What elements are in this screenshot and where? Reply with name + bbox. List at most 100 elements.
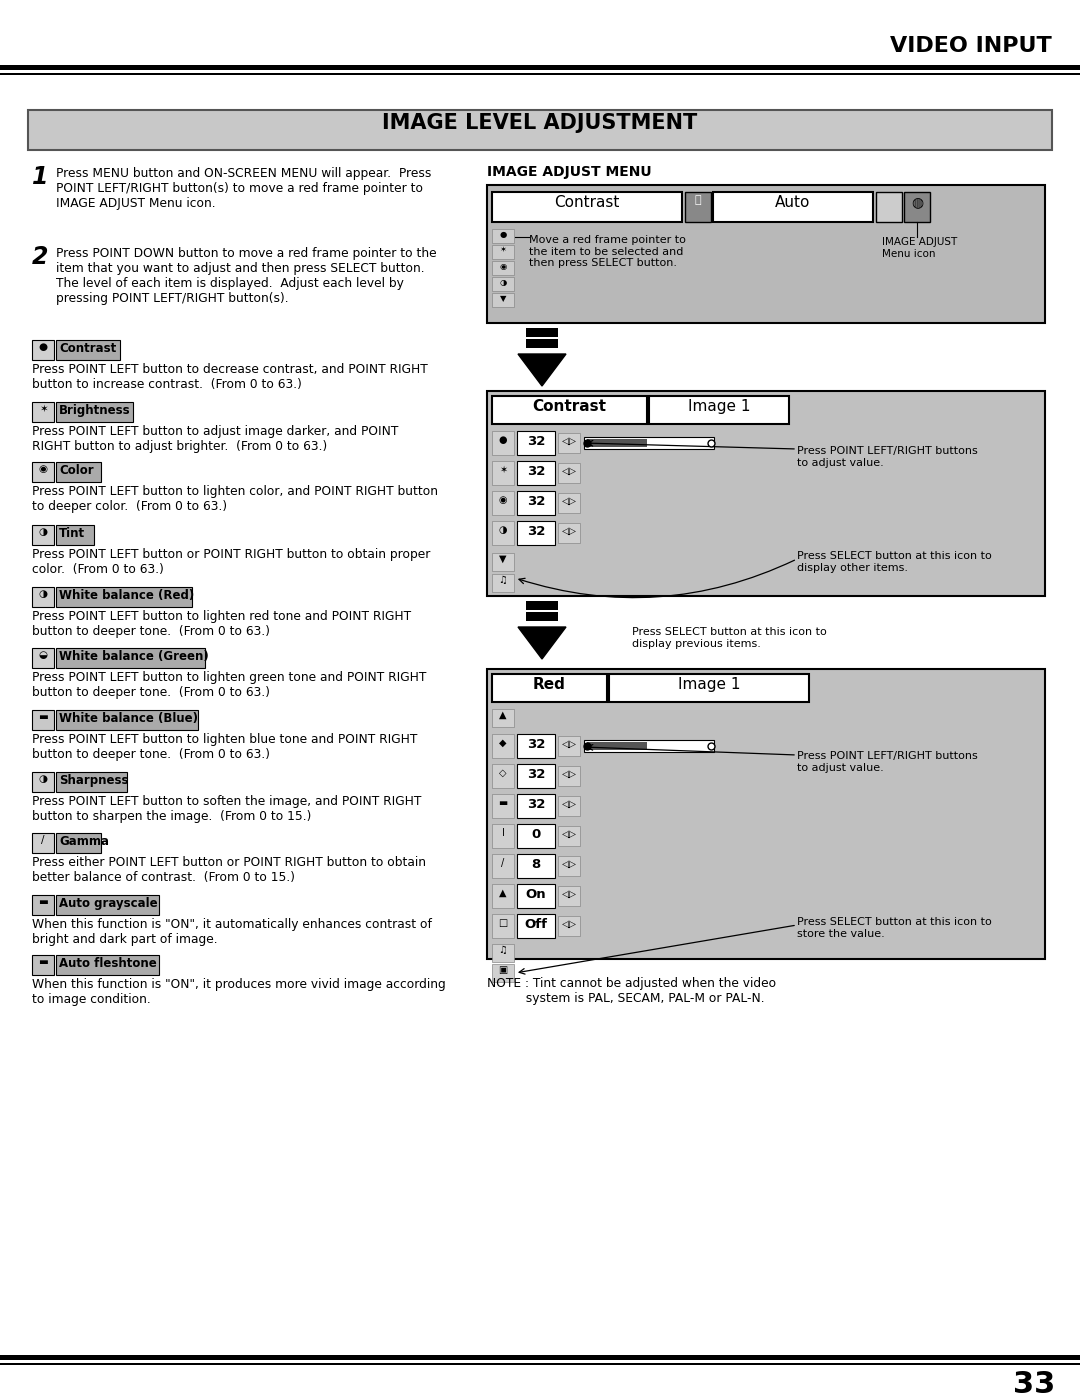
Bar	[584, 740, 714, 752]
Text: 32: 32	[527, 434, 545, 448]
Bar	[32, 956, 54, 975]
Text: On: On	[526, 888, 546, 901]
Text: ▼: ▼	[500, 293, 507, 303]
Text: Press either POINT LEFT button or POINT RIGHT button to obtain
better balance of: Press either POINT LEFT button or POINT …	[32, 856, 426, 884]
Text: Image 1: Image 1	[688, 400, 751, 414]
Text: ◁▷: ◁▷	[562, 467, 577, 476]
Text: Press POINT LEFT button to soften the image, and POINT RIGHT
button to sharpen t: Press POINT LEFT button to soften the im…	[32, 795, 421, 823]
Bar	[56, 339, 120, 360]
Bar	[588, 439, 647, 447]
Text: ◁▷: ◁▷	[562, 859, 577, 869]
Text: ◆: ◆	[499, 738, 507, 747]
Bar	[526, 612, 558, 622]
Bar	[56, 525, 94, 545]
Text: 32: 32	[527, 495, 545, 509]
Bar	[32, 339, 54, 360]
Bar	[492, 964, 514, 982]
Bar	[558, 796, 580, 816]
Bar	[492, 461, 514, 485]
Bar	[492, 229, 514, 243]
Text: ▬: ▬	[38, 712, 48, 722]
Text: Press MENU button and ON-SCREEN MENU will appear.  Press
POINT LEFT/RIGHT button: Press MENU button and ON-SCREEN MENU wil…	[56, 168, 431, 210]
Bar	[558, 826, 580, 847]
Text: Press POINT LEFT button to decrease contrast, and POINT RIGHT
button to increase: Press POINT LEFT button to decrease cont…	[32, 363, 428, 391]
Text: ◁▷: ◁▷	[562, 919, 577, 929]
Text: /: /	[41, 835, 44, 845]
Text: 32: 32	[527, 768, 545, 781]
Text: ◁▷: ◁▷	[562, 527, 577, 536]
Text: White balance (Blue): White balance (Blue)	[59, 712, 198, 725]
Bar	[517, 764, 555, 788]
Text: Press POINT LEFT button to lighten color, and POINT RIGHT button
to deeper color: Press POINT LEFT button to lighten color…	[32, 485, 438, 513]
Bar	[517, 521, 555, 545]
Text: 1: 1	[32, 165, 49, 189]
Text: ●: ●	[499, 231, 507, 239]
Text: ▼: ▼	[499, 555, 507, 564]
Bar	[517, 733, 555, 759]
Bar	[609, 673, 809, 703]
Text: When this function is "ON", it produces more vivid image according
to image cond: When this function is "ON", it produces …	[32, 978, 446, 1006]
Text: ✶: ✶	[39, 404, 48, 414]
Bar	[492, 733, 514, 759]
Text: Color: Color	[59, 464, 94, 476]
Bar	[558, 736, 580, 756]
Bar	[56, 895, 159, 915]
Bar	[56, 773, 126, 792]
Text: ▣: ▣	[498, 965, 508, 975]
Text: ▬: ▬	[498, 798, 508, 807]
Bar	[517, 854, 555, 877]
Bar	[492, 490, 514, 515]
Text: /: /	[501, 858, 504, 868]
Text: Contrast: Contrast	[554, 196, 620, 210]
Text: ♫: ♫	[499, 944, 508, 956]
Bar	[492, 764, 514, 788]
Text: Off: Off	[525, 918, 548, 930]
Text: 0: 0	[531, 828, 541, 841]
Text: IMAGE LEVEL ADJUSTMENT: IMAGE LEVEL ADJUSTMENT	[382, 113, 698, 133]
Text: Press SELECT button at this icon to
store the value.: Press SELECT button at this icon to stor…	[797, 916, 991, 939]
Bar	[588, 742, 647, 750]
Bar	[517, 914, 555, 937]
Text: NOTE : Tint cannot be adjusted when the video
          system is PAL, SECAM, PA: NOTE : Tint cannot be adjusted when the …	[487, 977, 777, 1004]
Bar	[517, 490, 555, 515]
Bar	[492, 244, 514, 258]
Text: Press POINT LEFT/RIGHT buttons
to adjust value.: Press POINT LEFT/RIGHT buttons to adjust…	[797, 446, 977, 468]
Bar	[558, 916, 580, 936]
Bar	[558, 856, 580, 876]
Text: Press SELECT button at this icon to
display other items.: Press SELECT button at this icon to disp…	[797, 550, 991, 573]
Bar	[517, 824, 555, 848]
Bar	[492, 261, 514, 275]
Bar	[492, 553, 514, 571]
Text: Tint: Tint	[59, 527, 85, 541]
Text: When this function is "ON", it automatically enhances contrast of
bright and dar: When this function is "ON", it automatic…	[32, 918, 432, 946]
Text: ◁▷: ◁▷	[562, 888, 577, 900]
Bar	[492, 914, 514, 937]
Text: ✶: ✶	[499, 246, 507, 256]
Bar	[32, 833, 54, 854]
Bar	[56, 402, 133, 422]
Bar	[517, 793, 555, 819]
Text: Auto fleshtone: Auto fleshtone	[59, 957, 157, 970]
Text: ◇: ◇	[499, 768, 507, 778]
Bar	[56, 710, 198, 731]
Text: ●: ●	[39, 342, 48, 352]
Text: ⬛: ⬛	[694, 196, 701, 205]
Bar	[56, 833, 100, 854]
Text: Ⅰ: Ⅰ	[501, 828, 504, 838]
Text: 8: 8	[531, 858, 541, 870]
Bar	[685, 191, 711, 222]
Bar	[492, 854, 514, 877]
Bar	[492, 673, 607, 703]
Bar	[0, 73, 1080, 75]
Polygon shape	[518, 353, 566, 386]
Text: Press POINT LEFT button to adjust image darker, and POINT
RIGHT button to adjust: Press POINT LEFT button to adjust image …	[32, 425, 399, 453]
Bar	[492, 944, 514, 963]
Bar	[584, 437, 714, 448]
Bar	[32, 402, 54, 422]
Text: Contrast: Contrast	[59, 342, 117, 355]
Text: ◑: ◑	[39, 774, 48, 784]
Bar	[32, 773, 54, 792]
Text: ▬: ▬	[38, 897, 48, 907]
Text: IMAGE ADJUST
Menu icon: IMAGE ADJUST Menu icon	[882, 237, 957, 258]
Text: IMAGE ADJUST MENU: IMAGE ADJUST MENU	[487, 165, 651, 179]
